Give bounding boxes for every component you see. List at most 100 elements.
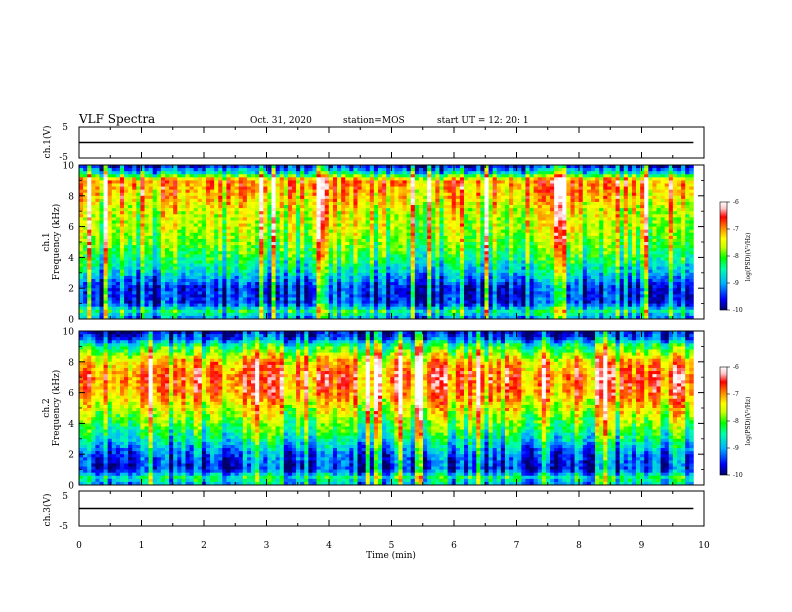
- spectrogram-cell: [328, 278, 334, 283]
- spectrogram-cell: [279, 226, 285, 231]
- spectrogram-cell: [468, 226, 473, 231]
- spectrogram-cell: [394, 297, 399, 301]
- spectrogram-cell: [271, 242, 276, 246]
- spectrogram-cell: [255, 238, 260, 243]
- spectrogram-cell: [160, 242, 166, 246]
- spectrogram-cell: [439, 315, 444, 320]
- spectrogram-cell: [99, 192, 104, 197]
- spectrogram-cell: [251, 214, 256, 218]
- spectrogram-cell: [382, 303, 387, 308]
- spectrogram-cell: [148, 242, 154, 246]
- spectrogram-cell: [382, 186, 387, 190]
- spectrogram-cell: [332, 275, 338, 280]
- spectrogram-cell: [95, 245, 100, 249]
- spectrogram-cell: [316, 260, 322, 264]
- spectrogram-cell: [341, 208, 346, 212]
- spectrogram-cell: [275, 297, 281, 301]
- spectrogram-cell: [378, 177, 383, 181]
- spectrogram-cell: [177, 282, 182, 286]
- spectrogram-cell: [185, 272, 190, 277]
- spectrogram-cell: [427, 291, 432, 295]
- spectrogram-cell: [291, 238, 297, 243]
- spectrogram-cell: [349, 177, 354, 181]
- spectrogram-cell: [353, 294, 358, 298]
- spectrogram-cell: [148, 288, 154, 292]
- spectrogram-cell: [427, 315, 432, 320]
- spectrogram-cell: [341, 257, 346, 261]
- spectrogram-cell: [119, 288, 125, 292]
- spectrogram-cell: [382, 251, 387, 255]
- spectrogram-cell: [246, 183, 252, 187]
- spectrogram-cell: [439, 165, 444, 169]
- spectrogram-cell: [259, 257, 264, 261]
- spectrogram-cell: [435, 294, 440, 298]
- spectrogram-cell: [431, 315, 436, 320]
- spectrogram-cell: [382, 278, 387, 283]
- spectrogram-cell: [459, 211, 465, 215]
- spectrogram-cell: [189, 183, 195, 187]
- spectrogram-cell: [144, 223, 149, 227]
- spectrogram-cell: [279, 208, 285, 212]
- spectrogram-cell: [398, 223, 403, 227]
- spectrogram-cell: [439, 312, 444, 317]
- spectrogram-cell: [308, 278, 313, 283]
- spectrogram-cell: [119, 260, 125, 264]
- spectrogram-cell: [259, 254, 264, 258]
- spectrogram-cell: [234, 242, 240, 246]
- spectrogram-cell: [83, 232, 88, 237]
- spectrogram-cell: [246, 245, 252, 249]
- spectrogram-cell: [189, 278, 195, 283]
- spectrogram-cell: [414, 168, 420, 172]
- spectrogram-cell: [128, 254, 133, 258]
- spectrogram-cell: [79, 260, 84, 264]
- spectrogram-cell: [345, 266, 350, 271]
- spectrogram-cell: [169, 242, 174, 246]
- spectrogram-cell: [406, 171, 412, 175]
- spectrogram-cell: [119, 232, 125, 237]
- spectrogram-cell: [91, 263, 96, 267]
- spectrogram-cell: [472, 171, 477, 175]
- spectrogram-cell: [353, 226, 358, 231]
- spectrogram-cell: [197, 226, 203, 231]
- spectrogram-cell: [124, 245, 129, 249]
- spectrogram-cell: [222, 300, 227, 304]
- spectrogram-cell: [472, 248, 477, 252]
- spectrogram-cell: [447, 165, 453, 169]
- spectrogram-cell: [95, 238, 100, 243]
- spectrogram-cell: [242, 306, 248, 311]
- spectrogram-cell: [99, 251, 104, 255]
- spectrogram-cell: [156, 229, 162, 234]
- spectrogram-cell: [386, 315, 391, 320]
- spectrogram-cell: [447, 198, 453, 203]
- spectrogram-cell: [316, 177, 322, 181]
- spectrogram-cell: [230, 294, 235, 298]
- spectrogram-cell: [324, 183, 330, 187]
- spectrogram-cell: [480, 266, 485, 271]
- spectrogram-cell: [238, 242, 244, 246]
- spectrogram-cell: [455, 223, 461, 227]
- spectrogram-cell: [476, 257, 481, 261]
- spectrogram-cell: [124, 269, 129, 274]
- spectrogram-cell: [210, 275, 215, 280]
- spectrogram-cell: [210, 269, 215, 274]
- spectrogram-cell: [414, 306, 420, 311]
- spectrogram-cell: [369, 315, 375, 320]
- spectrogram-cell: [173, 257, 178, 261]
- spectrogram-cell: [95, 278, 100, 283]
- spectrogram-cell: [451, 300, 457, 304]
- spectrogram-cell: [341, 171, 346, 175]
- spectrogram-cell: [255, 205, 260, 209]
- spectrogram-cell: [181, 205, 186, 209]
- spectrogram-cell: [341, 297, 346, 301]
- spectrogram-cell: [132, 309, 137, 314]
- spectrogram-cell: [136, 189, 141, 194]
- spectrogram-cell: [423, 275, 428, 280]
- spectrogram-cell: [279, 223, 285, 227]
- spectrogram-cell: [255, 315, 260, 320]
- spectrogram-cell: [443, 217, 448, 221]
- spectrogram-cell: [152, 306, 158, 311]
- spectrogram-cell: [418, 300, 424, 304]
- spectrogram-cell: [373, 285, 379, 289]
- spectrogram-cell: [378, 201, 383, 206]
- spectrogram-cell: [128, 303, 133, 308]
